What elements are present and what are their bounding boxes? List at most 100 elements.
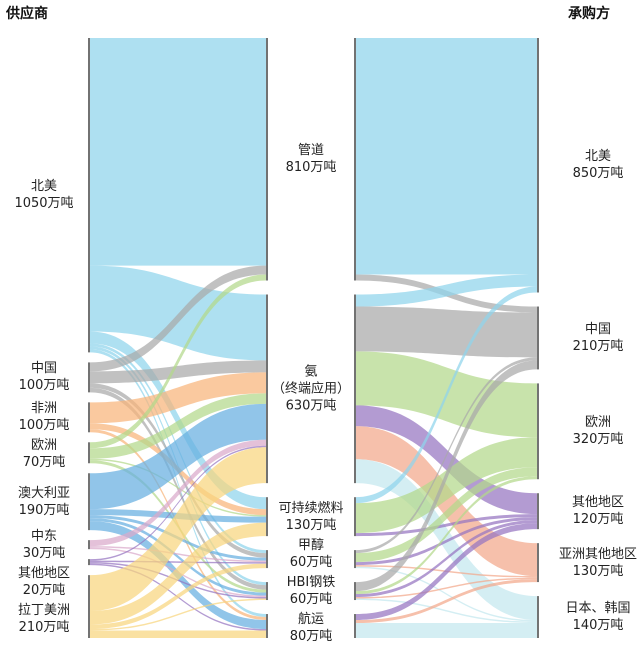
supplier-name: 其他地区 [17,565,71,581]
supplier-value: 70万吨 [22,455,66,471]
supplier-name: 澳大利亚 [17,485,71,501]
buyer-label: 日本、韩国 140万吨 [565,600,630,634]
supplier-label: 拉丁美洲 210万吨 [18,602,70,636]
flow-s_eu-u_nh3 [90,393,266,459]
use-value: 60万吨 [289,592,333,607]
flow-u_hbi-b_jk [356,598,537,624]
flow-s_ot-u_meoh [90,560,266,564]
buyer-value: 140万吨 [572,618,624,633]
use-name: HBI钢铁 [286,575,336,590]
buyer-name: 日本、韩国 [565,601,631,616]
supplier-value: 210万吨 [18,619,70,635]
use-subtitle: （终端应用） [271,381,351,397]
flow-s_la-u_saf [90,522,266,625]
supplier-label: 澳大利亚 190万吨 [18,485,70,519]
flow-s_au-u_nh3 [90,403,266,510]
supplier-label: 中东 30万吨 [23,528,66,562]
buyer-name: 中国 [584,322,612,337]
flow-s_la-u_meoh [90,563,266,630]
use-name: 氨 [304,364,318,380]
flow-s_cn-u_pipe [90,265,266,372]
flow-s_na-u_nh3 [90,265,266,361]
flow-s_la-u_ship [90,630,266,638]
supplier-name: 非洲 [30,401,58,417]
flow-u_hbi-b_eu [356,476,537,595]
flow-s_eu-u_saf [90,458,266,517]
flow-u_hbi-b_as [356,577,537,599]
buyer-label: 北美 850万吨 [573,148,624,182]
use-value: 60万吨 [289,555,333,570]
flow-u_meoh-b_eu [356,467,537,563]
use-name: 航运 [297,612,325,627]
supplier-name: 欧洲 [30,438,58,454]
flow-s_la-u_hbi [90,598,266,631]
buyer-value: 130万吨 [572,563,624,579]
flow-u_nh3-b_jk [356,459,537,621]
use-name: 可持续燃料 [278,500,344,516]
buyer-label: 亚洲其他地区 130万吨 [559,546,637,580]
supplier-value: 20万吨 [22,582,66,598]
suppliers-title: 供应商 [6,6,48,22]
supplier-name: 中东 [30,528,58,544]
use-name: 甲醇 [297,538,325,553]
flow-s_cn-u_hbi [90,387,266,590]
buyer-label: 中国 210万吨 [573,321,624,355]
use-label: 航运 80万吨 [290,611,333,645]
supplier-value: 1050万吨 [14,196,74,212]
buyer-label: 欧洲 320万吨 [573,414,624,448]
supplier-label: 中国 100万吨 [19,360,70,394]
flow-s_ot-u_nh3 [90,445,266,561]
flow-s_me-u_meoh [90,546,266,563]
flow-u_hbi-b_cn [356,360,537,592]
flow-s_me-u_nh3 [90,439,266,547]
flow-s_cn-u_nh3 [90,360,266,384]
flow-s_na-u_saf [90,331,266,510]
flow-s_ot-u_hbi [90,562,266,599]
buyers-title: 承购方 [568,6,610,22]
supplier-label: 非洲 100万吨 [19,400,70,434]
flow-s_na-u_pipe [90,38,266,266]
use-value: 130万吨 [285,517,337,533]
buyer-name: 北美 [584,149,612,165]
flow-u_pipe-b_na [356,38,537,275]
flow-u_nh3-b_cn [356,306,537,358]
flow-u_nh3-b_na [356,274,537,307]
supplier-label: 其他地区 20万吨 [18,565,70,599]
use-name: 管道 [297,143,325,159]
buyer-value: 320万吨 [572,432,624,448]
use-label: 甲醇 60万吨 [290,537,333,571]
flow-u_ship-b_jk [356,623,537,638]
use-value: 80万吨 [289,629,333,644]
flow-u_saf-b_na [356,286,537,504]
supplier-name: 拉丁美洲 [17,602,71,618]
use-value: 630万吨 [285,398,337,414]
buyer-name: 其他地区 [571,495,625,511]
buyer-value: 850万吨 [572,166,624,182]
flow-u_ship-b_ot [356,523,537,621]
buyer-name: 亚洲其他地区 [558,546,638,562]
flow-s_na-u_ship [90,349,266,618]
flow-u_hbi-b_ot [356,520,537,598]
use-label: 管道 810万吨 [286,142,337,176]
supplier-name: 北美 [30,179,57,195]
flow-u_meoh-b_ot [356,517,537,566]
flow-u_meoh-b_cn [356,357,537,554]
flow-u_nh3-b_ot [356,405,537,515]
use-label: HBI钢铁 60万吨 [287,574,336,608]
flow-s_la-u_nh3 [90,447,266,612]
supplier-value: 190万吨 [18,502,70,518]
flow-u_saf-b_eu [356,437,537,534]
buyer-value: 120万吨 [572,512,624,528]
supplier-label: 欧洲 70万吨 [23,437,66,471]
flow-s_au-u_hbi [90,518,266,596]
use-value: 810万吨 [285,160,337,176]
supplier-value: 100万吨 [18,378,70,394]
flow-u_ship-b_as [356,579,537,624]
use-label: 可持续燃料 130万吨 [278,500,343,534]
flow-u_meoh-b_jk [356,566,537,622]
use-label: 氨（终端应用） 630万吨 [272,363,350,414]
supplier-label: 北美 1050万吨 [14,178,73,212]
buyer-name: 欧洲 [584,415,612,431]
